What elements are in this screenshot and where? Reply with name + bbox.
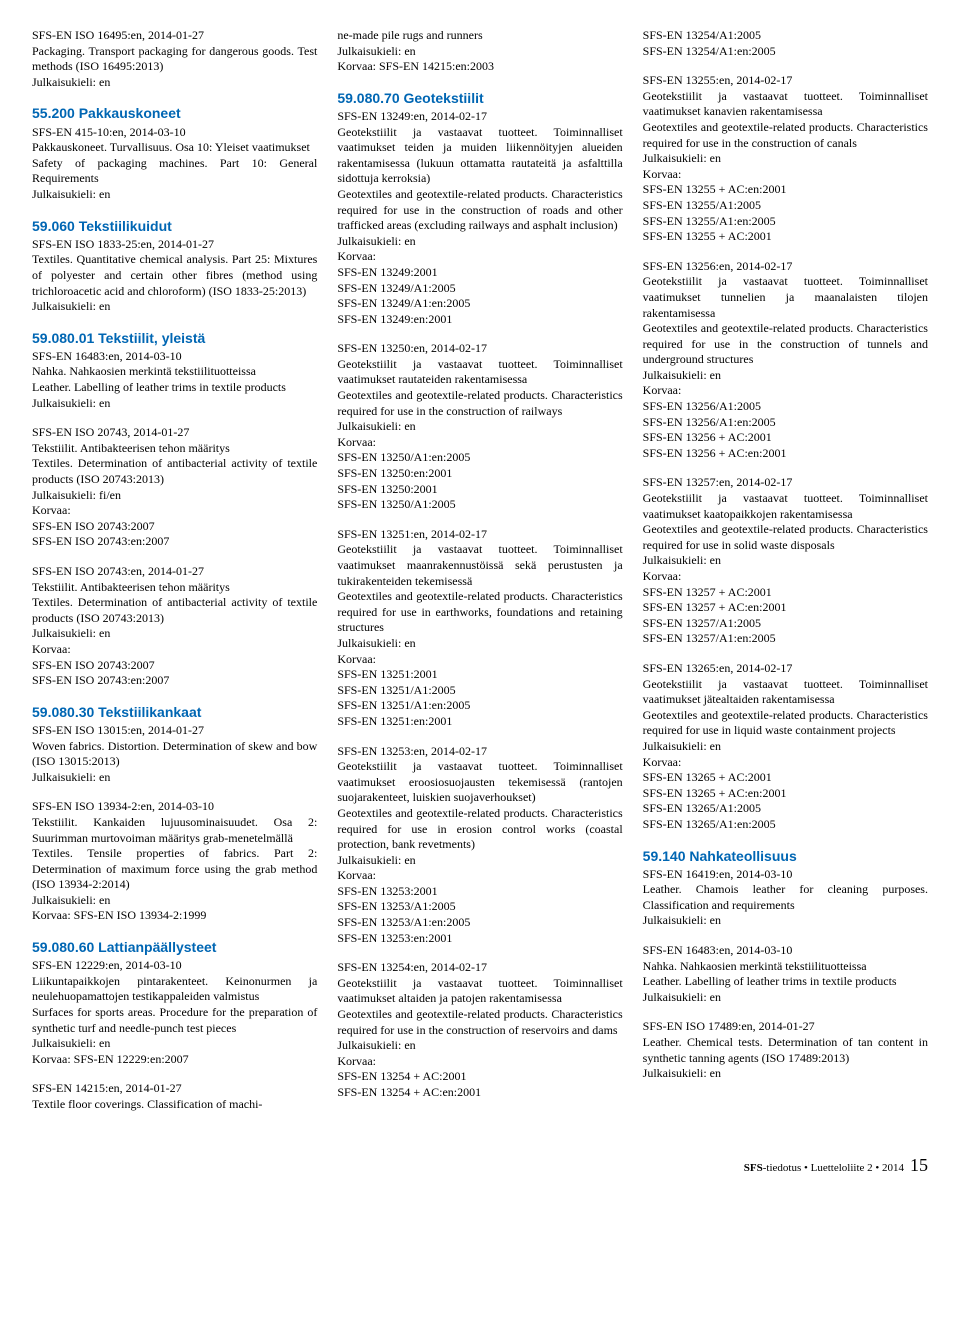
standard-entry: SFS-EN 13256:en, 2014-02-17Geotekstiilit… — [643, 259, 928, 462]
standard-entry: SFS-EN ISO 16495:en, 2014-01-27Packaging… — [32, 28, 317, 90]
entry-body: ne-made pile rugs and runnersJulkaisukie… — [337, 28, 622, 75]
standard-entry: ne-made pile rugs and runnersJulkaisukie… — [337, 28, 622, 75]
standard-entry: SFS-EN 13254/A1:2005SFS-EN 13254/A1:en:2… — [643, 28, 928, 59]
content-columns: SFS-EN ISO 16495:en, 2014-01-27Packaging… — [32, 28, 928, 1127]
footer-suffix: -tiedotus — [763, 1162, 804, 1174]
standard-entry: SFS-EN 13253:en, 2014-02-17Geotekstiilit… — [337, 744, 622, 947]
section-heading: 59.080.30 Tekstiilikankaat — [32, 703, 317, 721]
standard-entry: 59.080.70 Geotekstiilit SFS-EN 13249:en, … — [337, 89, 622, 328]
entry-body: SFS-EN ISO 13934-2:en, 2014-03-10Tekstii… — [32, 799, 317, 924]
column-2: ne-made pile rugs and runnersJulkaisukie… — [337, 28, 622, 1127]
standard-entry: 55.200 Pakkauskoneet SFS-EN 415-10:en, 20… — [32, 104, 317, 202]
entry-body: SFS-EN 13265:en, 2014-02-17Geotekstiilit… — [643, 661, 928, 833]
standard-entry: SFS-EN 13254:en, 2014-02-17Geotekstiilit… — [337, 960, 622, 1100]
entry-body: SFS-EN 415-10:en, 2014-03-10Pakkauskonee… — [32, 125, 317, 203]
standard-entry: SFS-EN 13255:en, 2014-02-17Geotekstiilit… — [643, 73, 928, 245]
entry-body: SFS-EN ISO 20743:en, 2014-01-27Tekstiili… — [32, 564, 317, 689]
standard-entry: SFS-EN 13265:en, 2014-02-17Geotekstiilit… — [643, 661, 928, 833]
entry-body: SFS-EN ISO 20743, 2014-01-27Tekstiilit. … — [32, 425, 317, 550]
section-heading: 59.080.01 Tekstiilit, yleistä — [32, 329, 317, 347]
page-footer: SFS-tiedotus • Luetteloliite 2 • 201415 — [32, 1155, 928, 1176]
entry-body: SFS-EN 13254/A1:2005SFS-EN 13254/A1:en:2… — [643, 28, 928, 59]
column-3: SFS-EN 13254/A1:2005SFS-EN 13254/A1:en:2… — [643, 28, 928, 1127]
page-number: 15 — [910, 1155, 928, 1175]
standard-entry: 59.060 Tekstiilikuidut SFS-EN ISO 1833-25… — [32, 217, 317, 315]
entry-body: SFS-EN 13253:en, 2014-02-17Geotekstiilit… — [337, 744, 622, 947]
section-heading: 59.080.70 Geotekstiilit — [337, 89, 622, 107]
standard-entry: SFS-EN 16483:en, 2014-03-10Nahka. Nahkao… — [643, 943, 928, 1005]
standard-entry: SFS-EN ISO 20743, 2014-01-27Tekstiilit. … — [32, 425, 317, 550]
entry-body: SFS-EN 13256:en, 2014-02-17Geotekstiilit… — [643, 259, 928, 462]
standard-entry: SFS-EN 13257:en, 2014-02-17Geotekstiilit… — [643, 475, 928, 647]
entry-body: SFS-EN 14215:en, 2014-01-27Textile floor… — [32, 1081, 317, 1112]
entry-body: SFS-EN ISO 1833-25:en, 2014-01-27Textile… — [32, 237, 317, 315]
standard-entry: SFS-EN ISO 20743:en, 2014-01-27Tekstiili… — [32, 564, 317, 689]
column-1: SFS-EN ISO 16495:en, 2014-01-27Packaging… — [32, 28, 317, 1127]
entry-body: SFS-EN 16483:en, 2014-03-10Nahka. Nahkao… — [32, 349, 317, 411]
standard-entry: SFS-EN 14215:en, 2014-01-27Textile floor… — [32, 1081, 317, 1112]
standard-entry: 59.080.60 Lattianpäällysteet SFS-EN 12229… — [32, 938, 317, 1067]
entry-body: SFS-EN 16483:en, 2014-03-10Nahka. Nahkao… — [643, 943, 928, 1005]
standard-entry: 59.080.30 Tekstiilikankaat SFS-EN ISO 130… — [32, 703, 317, 786]
standard-entry: SFS-EN 13250:en, 2014-02-17Geotekstiilit… — [337, 341, 622, 513]
standard-entry: SFS-EN 13251:en, 2014-02-17Geotekstiilit… — [337, 527, 622, 730]
entry-body: SFS-EN 13251:en, 2014-02-17Geotekstiilit… — [337, 527, 622, 730]
entry-body: SFS-EN 13250:en, 2014-02-17Geotekstiilit… — [337, 341, 622, 513]
section-heading: 59.060 Tekstiilikuidut — [32, 217, 317, 235]
entry-body: SFS-EN ISO 17489:en, 2014-01-27Leather. … — [643, 1019, 928, 1081]
section-heading: 55.200 Pakkauskoneet — [32, 104, 317, 122]
footer-text: Luetteloliite 2 — [808, 1162, 876, 1174]
standard-entry: SFS-EN ISO 13934-2:en, 2014-03-10Tekstii… — [32, 799, 317, 924]
entry-body: SFS-EN 12229:en, 2014-03-10Liikuntapaikk… — [32, 958, 317, 1067]
entry-body: SFS-EN ISO 16495:en, 2014-01-27Packaging… — [32, 28, 317, 90]
entry-body: SFS-EN 13254:en, 2014-02-17Geotekstiilit… — [337, 960, 622, 1100]
entry-body: SFS-EN 16419:en, 2014-03-10Leather. Cham… — [643, 867, 928, 929]
footer-brand: SFS — [744, 1162, 763, 1174]
standard-entry: 59.080.01 Tekstiilit, yleistä SFS-EN 1648… — [32, 329, 317, 412]
standard-entry: SFS-EN ISO 17489:en, 2014-01-27Leather. … — [643, 1019, 928, 1081]
section-heading: 59.080.60 Lattianpäällysteet — [32, 938, 317, 956]
entry-body: SFS-EN ISO 13015:en, 2014-01-27Woven fab… — [32, 723, 317, 785]
entry-body: SFS-EN 13257:en, 2014-02-17Geotekstiilit… — [643, 475, 928, 647]
entry-body: SFS-EN 13249:en, 2014-02-17Geotekstiilit… — [337, 109, 622, 327]
footer-year: 2014 — [879, 1162, 904, 1174]
standard-entry: 59.140 Nahkateollisuus SFS-EN 16419:en, 2… — [643, 847, 928, 930]
entry-body: SFS-EN 13255:en, 2014-02-17Geotekstiilit… — [643, 73, 928, 245]
section-heading: 59.140 Nahkateollisuus — [643, 847, 928, 865]
